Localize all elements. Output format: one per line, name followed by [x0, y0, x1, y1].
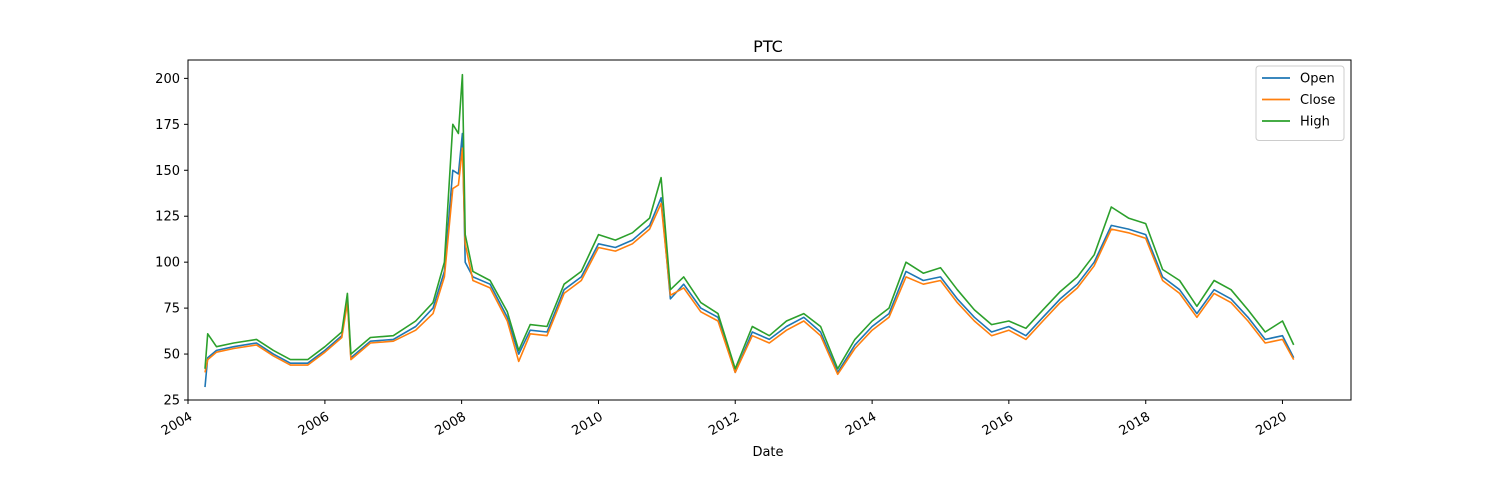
y-tick-label: 200 [155, 72, 180, 87]
y-tick-label: 25 [163, 394, 180, 409]
legend-label: Open [1300, 72, 1335, 87]
x-tick-label: 2020 [1253, 409, 1289, 439]
x-tick-label: 2008 [433, 409, 469, 439]
series-line-high [204, 73, 1295, 370]
x-tick-label: 2010 [570, 409, 606, 439]
y-tick-label: 125 [155, 210, 180, 225]
x-tick-label: 2014 [843, 409, 879, 439]
x-tick-label: 2004 [159, 409, 195, 439]
y-tick-label: 150 [155, 164, 180, 179]
x-tick-label: 2016 [980, 409, 1016, 439]
series-line-close [204, 147, 1295, 376]
legend-label: High [1300, 115, 1330, 130]
x-tick-label: 2006 [296, 409, 332, 439]
series-line-open [204, 132, 1295, 388]
y-tick-label: 75 [163, 302, 180, 317]
plot-area [204, 73, 1295, 388]
plot-frame [187, 59, 1352, 401]
y-axis: 25 50 75 100 125 150 175 200 [155, 72, 188, 409]
legend: Open Close High [1255, 65, 1345, 141]
chart-title: PTC [753, 37, 783, 56]
legend-label: Close [1300, 93, 1335, 108]
y-tick-label: 100 [155, 256, 180, 271]
x-axis-label: Date [752, 445, 783, 460]
x-tick-label: 2018 [1117, 409, 1153, 439]
x-tick-label: 2012 [706, 409, 742, 439]
y-tick-label: 50 [163, 348, 180, 363]
x-axis: 2004 2006 2008 2010 2012 2014 2016 2018 2020 [159, 400, 1290, 439]
y-tick-label: 175 [155, 118, 180, 133]
